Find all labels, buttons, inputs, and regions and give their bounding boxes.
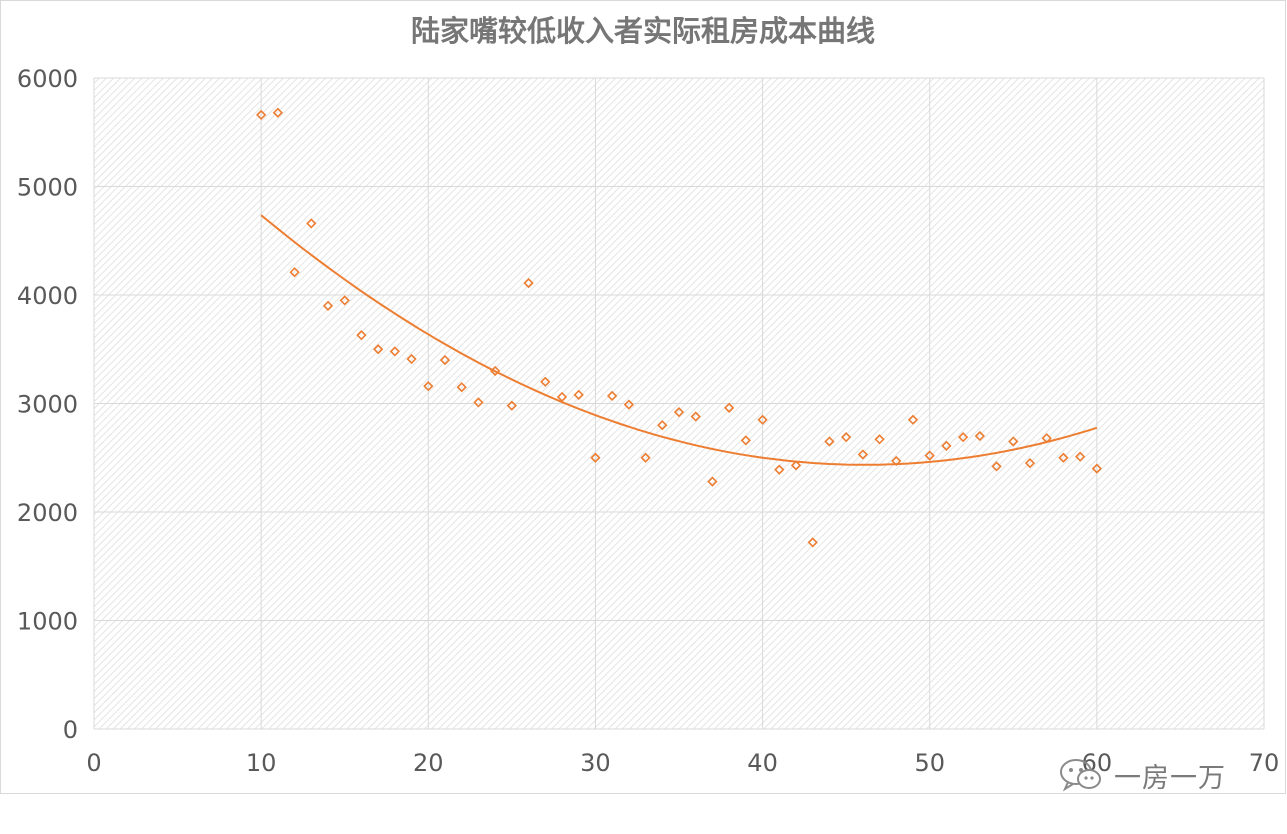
data-point [874, 434, 885, 445]
data-point [690, 411, 701, 422]
data-point [740, 435, 751, 446]
y-axis-ticks: 0 1000 2000 3000 4000 5000 6000 [17, 65, 78, 744]
data-point [1041, 433, 1052, 444]
data-point [623, 399, 634, 410]
data-point [1008, 436, 1019, 447]
data-point [1058, 452, 1069, 463]
x-tick-label: 30 [580, 749, 611, 777]
data-point [824, 436, 835, 447]
data-point [272, 107, 283, 118]
x-tick-label: 20 [413, 749, 444, 777]
data-point [322, 300, 334, 311]
data-point [807, 537, 818, 548]
data-point [473, 397, 484, 408]
data-point [439, 354, 451, 366]
data-point [1091, 463, 1102, 474]
watermark-text: 一房一万 [1114, 762, 1226, 794]
y-tick-label: 2000 [17, 499, 78, 527]
data-point [289, 267, 300, 278]
data-point [256, 109, 267, 121]
data-point [707, 476, 718, 487]
data-point [724, 402, 735, 413]
data-point [406, 353, 417, 365]
x-tick-label: 10 [246, 749, 277, 777]
polynomial-trendline [260, 214, 1098, 466]
data-point [907, 414, 919, 425]
chart-title: 陆家嘴较低收入者实际租房成本曲线 [411, 14, 875, 48]
data-point [991, 461, 1002, 472]
data-point [657, 420, 668, 431]
data-point [790, 460, 802, 471]
y-tick-label: 1000 [17, 608, 78, 636]
data-point [506, 400, 517, 411]
data-point [941, 440, 952, 451]
y-tick-label: 6000 [17, 65, 78, 93]
data-point [974, 430, 985, 442]
y-tick-label: 4000 [17, 282, 78, 310]
data-point [556, 391, 568, 403]
data-point [389, 346, 400, 357]
data-point [573, 389, 584, 400]
data-point [540, 376, 551, 387]
wechat-icon [1060, 759, 1101, 792]
data-point [841, 432, 852, 443]
x-tick-label: 40 [747, 749, 778, 777]
data-point [490, 365, 501, 377]
watermark: 一房一万 [1058, 750, 1226, 800]
data-point [523, 277, 534, 289]
data-point [1075, 451, 1086, 462]
data-point [757, 414, 768, 425]
data-point [339, 295, 350, 306]
data-point [373, 344, 384, 355]
gridlines [93, 77, 1265, 730]
data-point [356, 330, 367, 341]
data-point [924, 450, 935, 461]
data-point [774, 464, 785, 475]
data-point [857, 449, 868, 460]
data-point [673, 407, 685, 418]
data-point [958, 432, 969, 443]
y-tick-label: 3000 [17, 391, 78, 419]
x-tick-label: 0 [86, 749, 101, 777]
x-tick-label: 70 [1249, 749, 1280, 777]
x-tick-label: 50 [914, 749, 945, 777]
data-point [590, 452, 601, 463]
data-point [1024, 458, 1036, 469]
data-point [456, 382, 467, 393]
data-points [256, 107, 1102, 548]
data-point [423, 381, 434, 392]
data-point [607, 390, 618, 402]
y-tick-label: 5000 [17, 174, 78, 202]
data-point [306, 218, 317, 229]
data-point [640, 452, 651, 463]
data-point [891, 455, 902, 467]
y-tick-label: 0 [63, 716, 78, 744]
